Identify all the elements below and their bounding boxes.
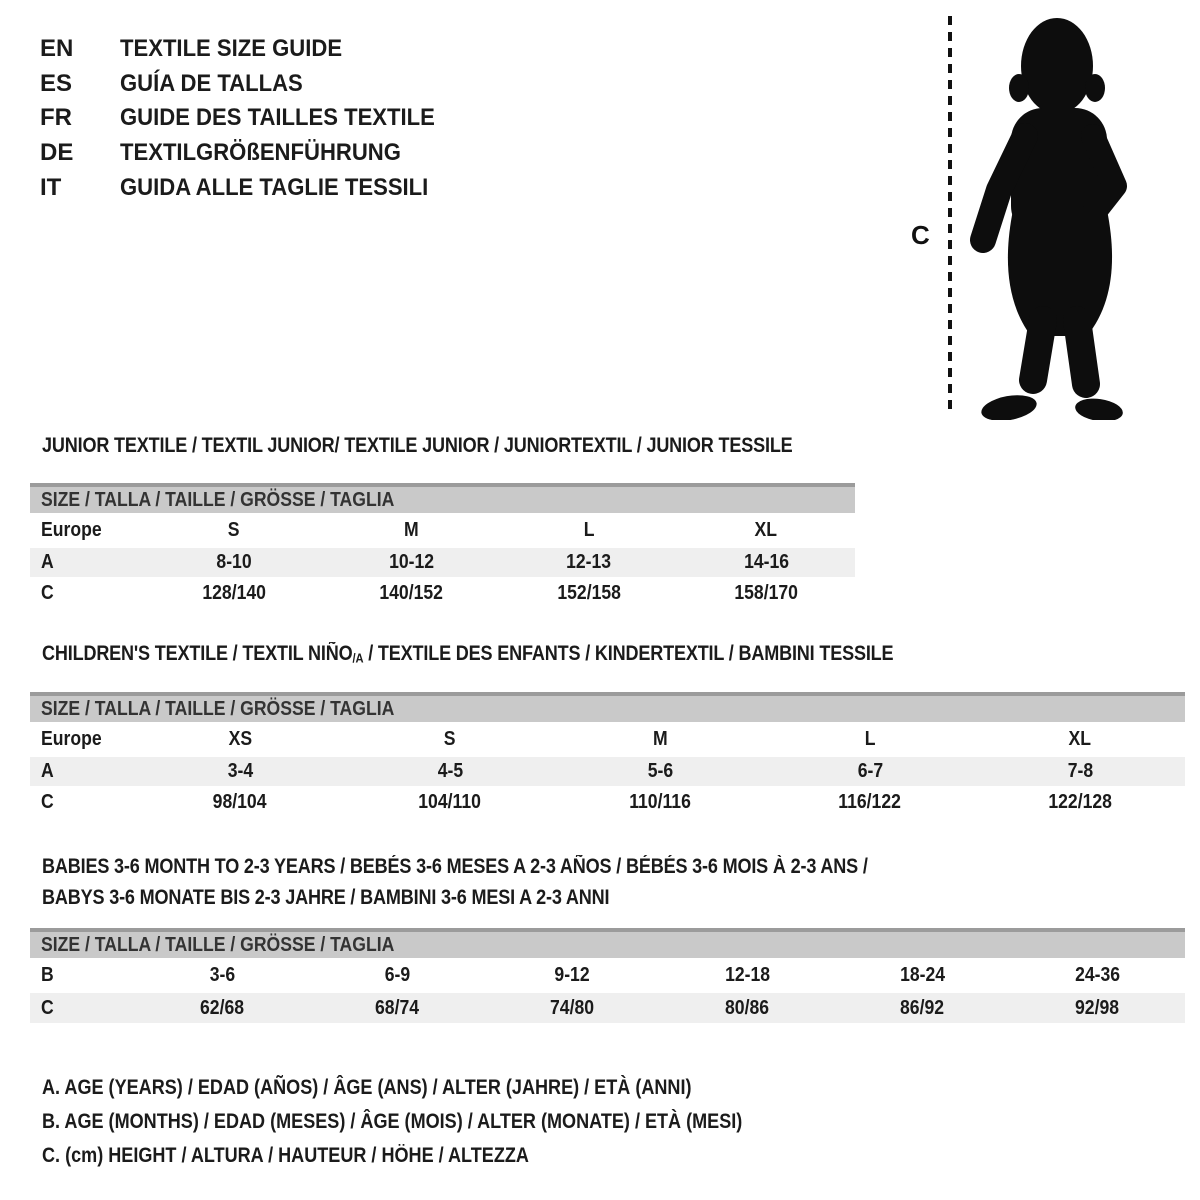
table-row-age: A 8-10 10-12 12-13 14-16 <box>30 548 855 577</box>
language-code: EN <box>40 35 74 63</box>
size-cell: S <box>444 728 456 750</box>
months-cell: 3-6 <box>209 964 236 986</box>
table-row-height: C 128/140 140/152 152/158 158/170 <box>30 577 855 610</box>
age-cell: 5-6 <box>647 760 673 782</box>
size-cell: XL <box>1068 728 1092 750</box>
size-header-row: SIZE / TALLA / TAILLE / GRÖSSE / TAGLIA <box>30 928 1185 958</box>
height-cell: 122/128 <box>1048 791 1112 813</box>
row-label: Europe <box>41 519 102 541</box>
size-cell: XS <box>228 728 252 750</box>
height-cell: 104/110 <box>418 791 482 813</box>
height-cell: 62/68 <box>200 996 245 1019</box>
row-label: A <box>41 760 54 782</box>
row-label: B <box>41 964 54 986</box>
months-cell: 24-36 <box>1074 964 1121 986</box>
size-header-row: SIZE / TALLA / TAILLE / GRÖSSE / TAGLIA <box>30 692 1185 722</box>
section-title-junior: JUNIOR TEXTILE / TEXTIL JUNIOR/ TEXTILE … <box>42 434 793 457</box>
months-cell: 18-24 <box>899 964 946 986</box>
height-measure-label: C <box>911 220 930 250</box>
height-cell: 80/86 <box>725 996 770 1019</box>
size-cell: M <box>652 728 668 750</box>
months-cell: 12-18 <box>724 964 771 986</box>
language-row: EN TEXTILE SIZE GUIDE <box>40 32 462 67</box>
age-cell: 12-13 <box>566 551 612 573</box>
language-code: IT <box>40 173 62 201</box>
height-cell: 98/104 <box>213 791 267 813</box>
size-cell: L <box>864 728 876 750</box>
language-row: IT GUIDA ALLE TAGLIE TESSILI <box>40 170 462 205</box>
row-label: C <box>41 582 54 604</box>
age-cell: 4-5 <box>437 760 463 782</box>
row-label: Europe <box>41 728 102 750</box>
size-cell: M <box>403 519 419 541</box>
height-cell: 68/74 <box>375 996 420 1019</box>
months-cell: 6-9 <box>384 964 411 986</box>
age-cell: 7-8 <box>1067 760 1093 782</box>
language-title: GUIDA ALLE TAGLIE TESSILI <box>120 173 429 201</box>
size-table-junior: SIZE / TALLA / TAILLE / GRÖSSE / TAGLIA … <box>30 483 855 610</box>
legend-line-a: A. AGE (YEARS) / EDAD (AÑOS) / ÂGE (ANS)… <box>42 1076 692 1099</box>
table-row-height: C 98/104 104/110 110/116 116/122 122/128 <box>30 786 1185 819</box>
height-cell: 152/158 <box>556 582 621 604</box>
language-row: DE TEXTILGRÖßENFÜHRUNG <box>40 136 462 171</box>
size-header-row: SIZE / TALLA / TAILLE / GRÖSSE / TAGLIA <box>30 483 855 513</box>
language-title: GUIDE DES TAILLES TEXTILE <box>120 104 435 132</box>
language-code: DE <box>40 139 74 167</box>
legend-line-c: C. (cm) HEIGHT / ALTURA / HAUTEUR / HÖHE… <box>42 1144 529 1167</box>
table-row-months: B 3-6 6-9 9-12 12-18 18-24 24-36 <box>30 958 1185 993</box>
language-code: ES <box>40 69 73 97</box>
size-table-children: SIZE / TALLA / TAILLE / GRÖSSE / TAGLIA … <box>30 692 1185 819</box>
section-title-children: CHILDREN'S TEXTILE / TEXTIL NIÑO/A / TEX… <box>42 642 894 666</box>
age-cell: 8-10 <box>216 551 252 573</box>
height-cell: 158/170 <box>734 582 799 604</box>
size-cell: L <box>583 519 595 541</box>
height-cell: 110/116 <box>629 791 691 813</box>
row-label: C <box>41 791 54 813</box>
language-title: GUÍA DE TALLAS <box>120 69 303 97</box>
months-cell: 9-12 <box>554 964 591 986</box>
table-row-europe: Europe S M L XL <box>30 513 855 548</box>
language-row: FR GUIDE DES TAILLES TEXTILE <box>40 101 462 136</box>
table-row-age: A 3-4 4-5 5-6 6-7 7-8 <box>30 757 1185 786</box>
size-cell: XL <box>755 519 778 541</box>
language-title: TEXTILGRÖßENFÜHRUNG <box>120 139 401 167</box>
toddler-silhouette-icon <box>970 18 1127 420</box>
row-label: A <box>41 551 54 573</box>
age-cell: 14-16 <box>743 551 789 573</box>
measurement-legend: A. AGE (YEARS) / EDAD (AÑOS) / ÂGE (ANS)… <box>42 1071 856 1173</box>
size-table-babies: SIZE / TALLA / TAILLE / GRÖSSE / TAGLIA … <box>30 928 1185 1023</box>
age-cell: 3-4 <box>227 760 253 782</box>
language-code: FR <box>40 104 72 132</box>
toddler-height-figure: C <box>911 16 1127 420</box>
height-cell: 128/140 <box>201 582 266 604</box>
nino-a-subscript: /A <box>352 650 364 666</box>
table-row-europe: Europe XS S M L XL <box>30 722 1185 757</box>
age-cell: 10-12 <box>388 551 434 573</box>
size-cell: S <box>227 519 240 541</box>
language-title: TEXTILE SIZE GUIDE <box>120 35 343 63</box>
row-label: C <box>41 996 54 1019</box>
height-cell: 116/122 <box>838 791 902 813</box>
table-row-height: C 62/68 68/74 74/80 80/86 86/92 92/98 <box>30 993 1185 1023</box>
age-cell: 6-7 <box>857 760 883 782</box>
height-cell: 92/98 <box>1075 996 1120 1019</box>
height-cell: 140/152 <box>379 582 444 604</box>
language-title-list: EN TEXTILE SIZE GUIDE ES GUÍA DE TALLAS … <box>40 32 462 205</box>
legend-line-b: B. AGE (MONTHS) / EDAD (MESES) / ÂGE (MO… <box>42 1110 743 1133</box>
height-cell: 86/92 <box>900 996 945 1019</box>
language-row: ES GUÍA DE TALLAS <box>40 67 462 102</box>
height-cell: 74/80 <box>550 996 595 1019</box>
section-title-babies: BABIES 3-6 MONTH TO 2-3 YEARS / BEBÉS 3-… <box>42 855 868 909</box>
